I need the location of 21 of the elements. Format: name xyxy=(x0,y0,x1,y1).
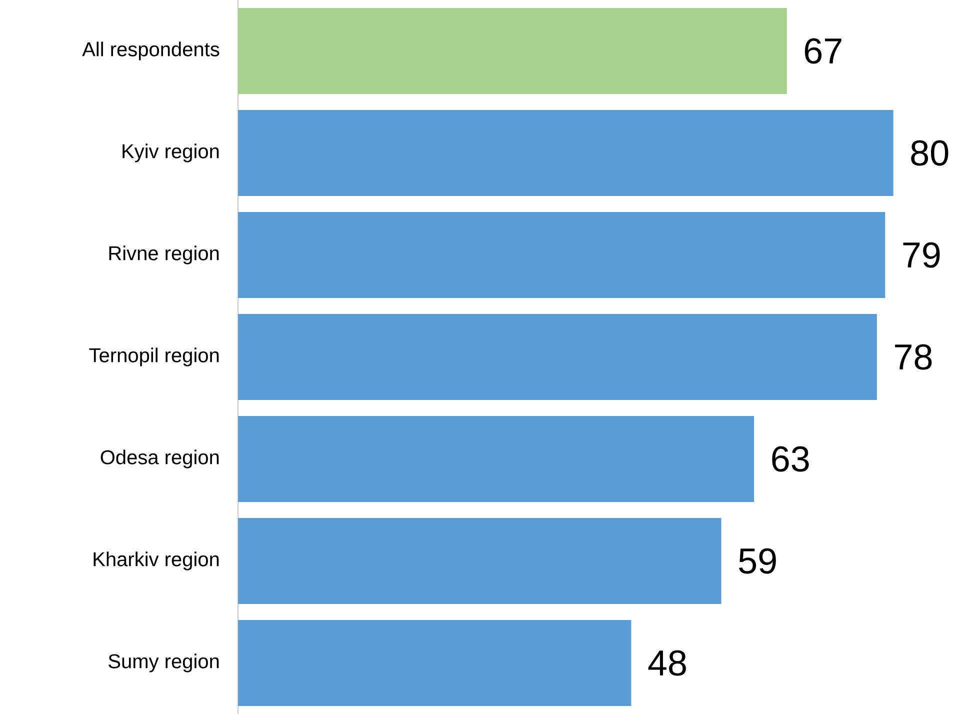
data-label: 48 xyxy=(648,650,686,676)
y-tick-label: Kyiv region xyxy=(122,144,219,162)
data-label: 59 xyxy=(739,548,776,574)
data-label: 80 xyxy=(911,140,948,166)
y-tick-label: All respondents xyxy=(82,42,220,60)
y-tick-label: Sumy region xyxy=(108,654,219,672)
y-tick-label: Odesa region xyxy=(100,450,219,468)
bar xyxy=(238,212,886,298)
bar xyxy=(238,416,754,502)
bar xyxy=(238,314,877,400)
data-label: 79 xyxy=(903,242,940,268)
data-label: 63 xyxy=(772,446,809,472)
y-tick-label: Ternopil region xyxy=(89,348,219,366)
y-tick-label: Kharkiv region xyxy=(94,552,219,570)
bar xyxy=(238,110,894,196)
y-tick-label: Rivne region xyxy=(109,246,219,264)
bar xyxy=(238,518,722,604)
bar xyxy=(238,620,632,706)
data-label: 67 xyxy=(804,38,842,64)
data-label: 78 xyxy=(895,344,932,370)
bar xyxy=(238,8,787,94)
